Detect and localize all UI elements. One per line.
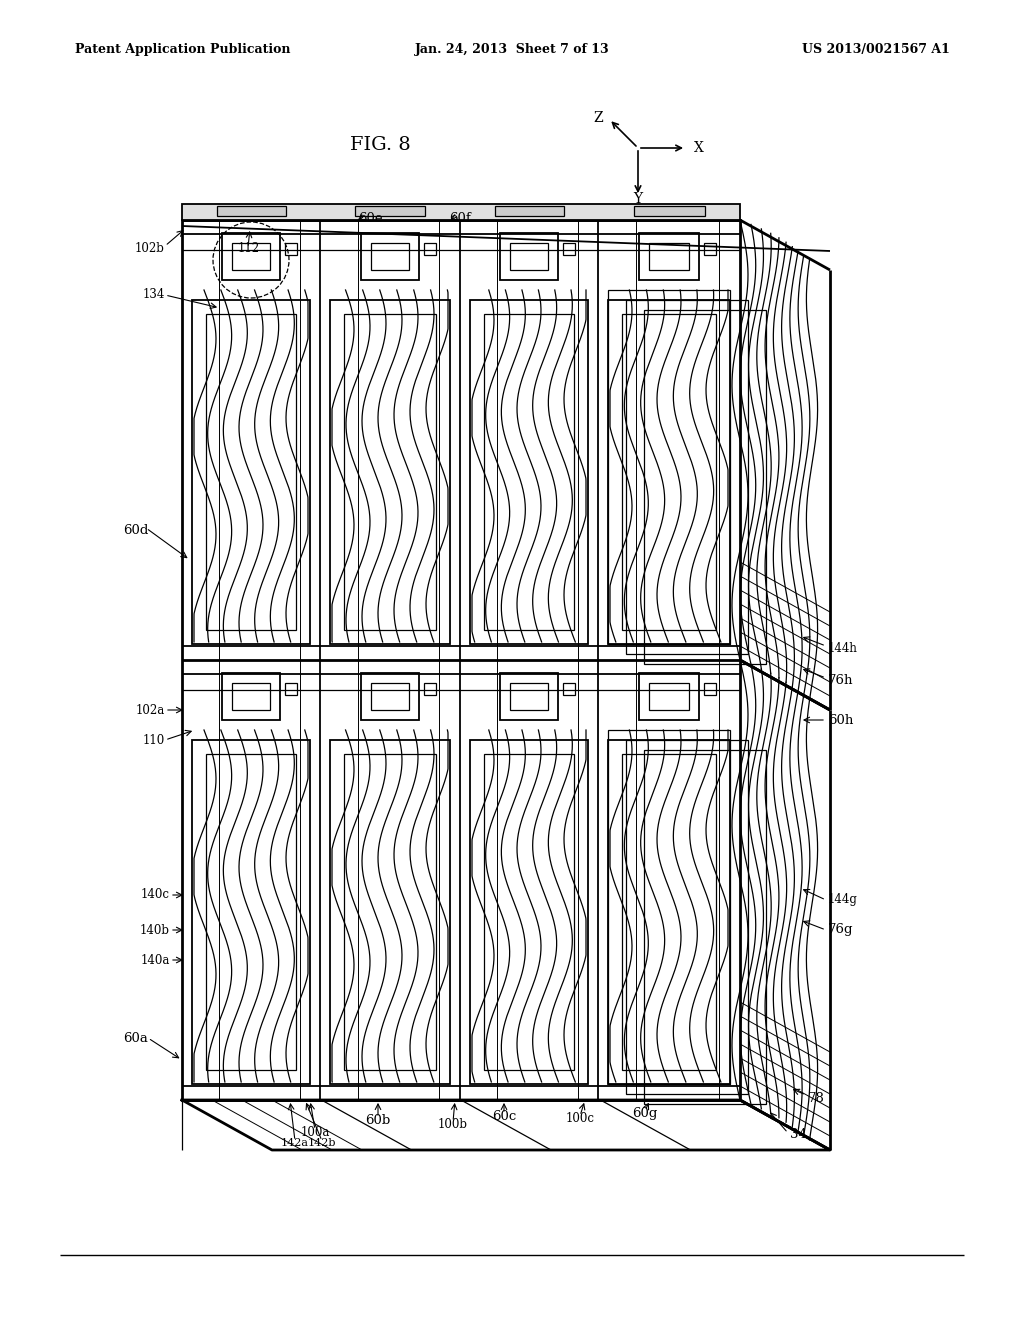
Bar: [330, 300, 450, 644]
Bar: [216, 206, 286, 216]
Text: X: X: [694, 141, 703, 154]
Bar: [470, 300, 588, 644]
Text: 60b: 60b: [366, 1114, 390, 1126]
Text: 60h: 60h: [828, 714, 853, 726]
Text: 100c: 100c: [565, 1111, 595, 1125]
Text: 144h: 144h: [828, 642, 858, 655]
Bar: [563, 682, 575, 696]
Bar: [371, 243, 410, 271]
Bar: [634, 206, 705, 216]
Bar: [484, 314, 574, 630]
Bar: [626, 300, 748, 653]
Text: 134: 134: [142, 289, 165, 301]
Text: 76h: 76h: [828, 673, 853, 686]
Text: 144g: 144g: [828, 894, 858, 907]
Text: 110: 110: [142, 734, 165, 747]
Bar: [500, 234, 558, 280]
Bar: [703, 682, 716, 696]
Bar: [193, 300, 310, 644]
Text: 142a: 142a: [281, 1138, 309, 1148]
Bar: [500, 673, 558, 719]
Bar: [649, 682, 689, 710]
Text: 76g: 76g: [828, 924, 853, 936]
Text: Patent Application Publication: Patent Application Publication: [75, 44, 291, 57]
Bar: [344, 314, 436, 630]
Text: 102a: 102a: [136, 704, 165, 717]
Bar: [232, 243, 270, 271]
Text: 112: 112: [238, 242, 260, 255]
Bar: [639, 673, 698, 719]
Text: Z: Z: [594, 111, 603, 125]
Text: 60a: 60a: [123, 1031, 148, 1044]
Text: 100b: 100b: [438, 1118, 468, 1130]
Bar: [182, 220, 740, 1100]
Text: 60e: 60e: [357, 211, 382, 224]
Bar: [608, 300, 730, 644]
Text: 60g: 60g: [632, 1106, 657, 1119]
Text: 78: 78: [808, 1092, 825, 1105]
Text: 140c: 140c: [141, 888, 170, 902]
Bar: [222, 234, 280, 280]
Text: Y: Y: [634, 191, 643, 206]
Bar: [470, 741, 588, 1084]
Bar: [622, 754, 716, 1071]
Bar: [360, 234, 420, 280]
Bar: [222, 673, 280, 719]
Text: 34: 34: [790, 1129, 807, 1142]
Bar: [510, 243, 548, 271]
Bar: [344, 754, 436, 1071]
Bar: [182, 205, 740, 220]
Bar: [193, 741, 310, 1084]
Text: US 2013/0021567 A1: US 2013/0021567 A1: [802, 44, 950, 57]
Bar: [644, 310, 766, 664]
Text: 60f: 60f: [450, 211, 471, 224]
Bar: [371, 682, 410, 710]
Bar: [639, 234, 698, 280]
Bar: [608, 730, 730, 1084]
Bar: [622, 314, 716, 630]
Text: 142b: 142b: [308, 1138, 336, 1148]
Bar: [484, 754, 574, 1071]
Text: Jan. 24, 2013  Sheet 7 of 13: Jan. 24, 2013 Sheet 7 of 13: [415, 44, 609, 57]
Text: 100a: 100a: [300, 1126, 330, 1138]
Bar: [510, 682, 548, 710]
Bar: [703, 243, 716, 255]
Bar: [495, 206, 563, 216]
Text: 140b: 140b: [140, 924, 170, 936]
Bar: [330, 741, 450, 1084]
Text: 60c: 60c: [492, 1110, 516, 1122]
Bar: [285, 243, 297, 255]
Bar: [206, 314, 296, 630]
Bar: [649, 243, 689, 271]
Bar: [424, 243, 436, 255]
Bar: [355, 206, 425, 216]
Bar: [608, 290, 730, 644]
Bar: [644, 750, 766, 1104]
Bar: [206, 754, 296, 1071]
Text: 140a: 140a: [140, 953, 170, 966]
Text: 60d: 60d: [123, 524, 148, 536]
Bar: [285, 682, 297, 696]
Bar: [608, 741, 730, 1084]
Bar: [424, 682, 436, 696]
Text: FIG. 8: FIG. 8: [349, 136, 411, 154]
Text: 102b: 102b: [135, 242, 165, 255]
Bar: [360, 673, 420, 719]
Bar: [626, 741, 748, 1094]
Bar: [232, 682, 270, 710]
Bar: [563, 243, 575, 255]
